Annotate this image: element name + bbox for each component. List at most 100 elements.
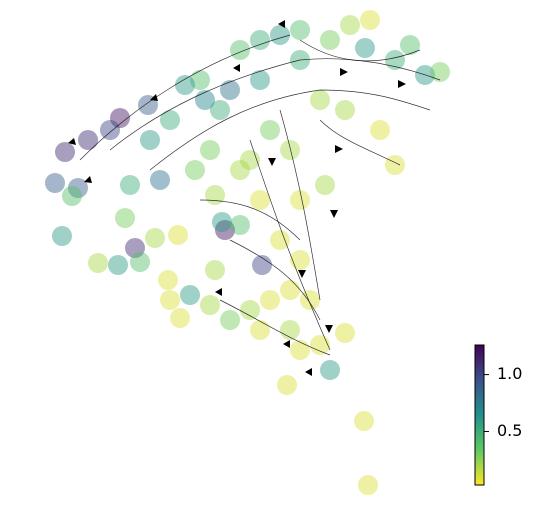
point (385, 155, 405, 175)
point (280, 280, 300, 300)
arrowhead (305, 368, 312, 376)
point (52, 226, 72, 246)
point (180, 285, 200, 305)
point (320, 30, 340, 50)
arrowhead (325, 325, 333, 333)
point (78, 130, 98, 150)
point (250, 30, 270, 50)
point (358, 475, 378, 495)
point (125, 238, 145, 258)
point (160, 110, 180, 130)
point (400, 35, 420, 55)
arrowhead (340, 68, 348, 76)
point (320, 360, 340, 380)
point (220, 80, 240, 100)
streamlines (79, 34, 441, 356)
point (354, 411, 374, 431)
streamline (79, 34, 291, 161)
streamline (299, 39, 421, 62)
point (277, 375, 297, 395)
point (370, 120, 390, 140)
point (335, 323, 355, 343)
colorbar (474, 344, 485, 486)
point (160, 290, 180, 310)
point (260, 120, 280, 140)
point (430, 62, 450, 82)
point (280, 320, 300, 340)
point (250, 70, 270, 90)
streamline (319, 119, 401, 166)
streamline (199, 199, 301, 241)
point (230, 160, 250, 180)
point (175, 75, 195, 95)
point (250, 190, 270, 210)
arrowhead (233, 64, 240, 72)
streamline (219, 299, 331, 356)
point (385, 50, 405, 70)
point (200, 295, 220, 315)
point (205, 185, 225, 205)
point (108, 255, 128, 275)
point (250, 320, 270, 340)
arrowhead (84, 176, 92, 183)
point (270, 25, 290, 45)
arrowhead (278, 20, 285, 28)
point (340, 15, 360, 35)
arrowhead (330, 210, 338, 218)
point (360, 10, 380, 30)
point (150, 170, 170, 190)
point (290, 20, 310, 40)
point (55, 142, 75, 162)
point (240, 300, 260, 320)
point (195, 90, 215, 110)
point (290, 190, 310, 210)
arrowhead (68, 138, 76, 145)
arrowhead (215, 288, 222, 296)
point (110, 108, 130, 128)
arrowhead (283, 340, 290, 348)
point (200, 140, 220, 160)
arrowhead (268, 158, 276, 166)
point (300, 290, 320, 310)
point (310, 90, 330, 110)
arrowhead (335, 145, 343, 153)
point (290, 340, 310, 360)
point (310, 335, 330, 355)
point (100, 120, 120, 140)
streamline (109, 58, 441, 151)
colorbar-axis: 0.5 1.0 (484, 364, 522, 440)
point (210, 100, 230, 120)
point (215, 220, 235, 240)
point (145, 228, 165, 248)
point (230, 40, 250, 60)
point (62, 186, 82, 206)
points (45, 10, 450, 495)
streamline (149, 89, 431, 171)
point (130, 252, 150, 272)
point (355, 38, 375, 58)
colorbar-tick-label: 0.5 (497, 421, 522, 440)
point (212, 212, 232, 232)
arrowhead (398, 80, 406, 88)
arrowheads (68, 20, 406, 376)
point (120, 175, 140, 195)
streamline (249, 139, 331, 351)
point (270, 230, 290, 250)
point (115, 208, 135, 228)
point (280, 140, 300, 160)
point (190, 70, 210, 90)
point (260, 290, 280, 310)
point (252, 255, 272, 275)
point (220, 310, 240, 330)
point (290, 250, 310, 270)
point (88, 253, 108, 273)
streamline (229, 239, 321, 321)
point (335, 100, 355, 120)
point (68, 178, 88, 198)
point (158, 270, 178, 290)
point (315, 175, 335, 195)
streamline (279, 109, 321, 301)
point (230, 215, 250, 235)
arrowhead (298, 270, 306, 278)
